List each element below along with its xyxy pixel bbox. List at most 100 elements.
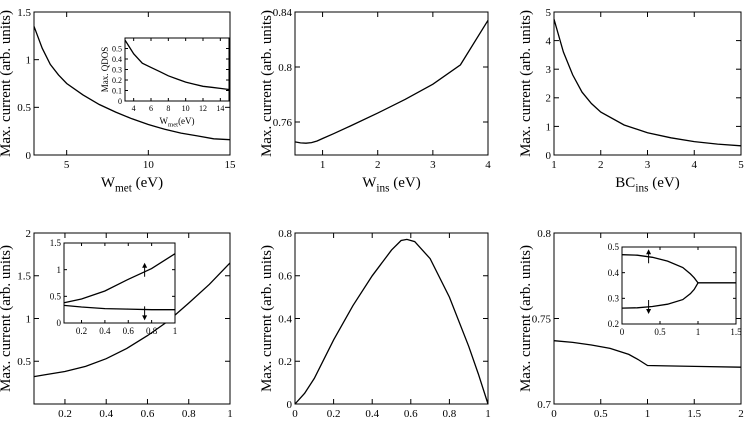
p4-xtick-label: 1 bbox=[227, 408, 233, 420]
p1-ylabel: Max. current (arb. units) bbox=[0, 10, 14, 157]
p3-ylabel: Max. current (arb. units) bbox=[518, 10, 534, 157]
inset-p6: 0 0.5 1 1.5 0.2 0.3 0.4 0.5 bbox=[608, 242, 742, 337]
p6-inset-bg bbox=[622, 247, 736, 324]
p3-xtick-label: 5 bbox=[738, 159, 744, 171]
p4-ytick-label: 1.5 bbox=[17, 271, 31, 283]
p6-ytick-label: 0.8 bbox=[537, 228, 551, 240]
p6-inset-ytick-label: 0.3 bbox=[608, 293, 620, 303]
p6-inset-series-spin-down bbox=[621, 282, 736, 309]
p5-ytick-label: 0.6 bbox=[278, 271, 292, 283]
p1-xtick-label: 10 bbox=[143, 159, 155, 171]
p3-xtick-label: 3 bbox=[645, 159, 651, 171]
p3-xlabel: BCins (eV) bbox=[615, 175, 679, 195]
p4-inset-arrow-down bbox=[142, 306, 148, 321]
p6-xtick-label: 1.5 bbox=[687, 408, 701, 420]
p3-xtick-label: 4 bbox=[692, 159, 698, 171]
p6-inset-series-spin-up bbox=[621, 254, 736, 284]
p4-inset-xtick-label: 0.6 bbox=[123, 326, 135, 336]
p4-ytick-label: 1 bbox=[26, 313, 32, 325]
p3-series-main bbox=[553, 19, 742, 147]
p5-ytick-label: 0.2 bbox=[278, 356, 292, 368]
p1-ytick-label: 1 bbox=[26, 55, 32, 67]
p4-inset-ytick-label: 1.5 bbox=[50, 238, 62, 248]
p1-series-main bbox=[33, 26, 231, 141]
p2-xtick-label: 1 bbox=[320, 159, 326, 171]
p5-ytick-label: 0.8 bbox=[278, 228, 292, 240]
p1-inset-bg bbox=[125, 38, 229, 101]
p6-series-main bbox=[553, 340, 742, 368]
p5-ylabel: Max. current (arb. units) bbox=[259, 245, 275, 392]
p2-xtick-label: 4 bbox=[485, 159, 491, 171]
p6-inset-xtick-label: 0 bbox=[620, 327, 625, 337]
p4-ytick-label: 0.5 bbox=[17, 356, 31, 368]
p2-frame bbox=[294, 11, 489, 156]
p1-inset-xtick-label: 6 bbox=[149, 104, 153, 113]
p1-inset-xlabel: Wmet(eV) bbox=[159, 116, 194, 129]
p5-ytick-label: 0.4 bbox=[278, 313, 292, 325]
p1-inset-ytick-label: 0.3 bbox=[112, 65, 122, 74]
chart-p1: 5 10 15 0 0.5 1 1.5 Wmet (eV) Max. current (arb.… bbox=[0, 7, 236, 195]
p4-ytick-label: 2 bbox=[26, 228, 32, 240]
p1-inset-ytick-label: 0.5 bbox=[112, 44, 122, 53]
p5-series-main bbox=[294, 238, 489, 405]
p5-xtick-label: 1 bbox=[485, 408, 491, 420]
chart-p4: 0.20.40.60.810.511.52J (eV)Max. current … bbox=[0, 228, 233, 425]
p1-xlabel: Wmet (eV) bbox=[101, 175, 163, 195]
chart-p6: 00.511.520.70.750.8T/TCMax. current (arb… bbox=[518, 228, 744, 425]
p4-inset-xtick-label: 0.8 bbox=[146, 326, 158, 336]
p2-xtick-label: 2 bbox=[375, 159, 381, 171]
p4-inset-series-spin-down bbox=[63, 304, 175, 311]
p4-xtick-label: 0.2 bbox=[58, 408, 72, 420]
p5-xtick-label: 0.8 bbox=[443, 408, 457, 420]
p2-series-main bbox=[294, 19, 489, 144]
p2-ytick-label: 0.84 bbox=[273, 7, 293, 19]
p1-inset-series-qdos bbox=[124, 39, 230, 91]
p1-frame bbox=[33, 11, 231, 156]
p4-inset-frame bbox=[63, 242, 176, 324]
p1-ytick-label: 0.5 bbox=[17, 102, 31, 114]
p6-xtick-label: 0 bbox=[551, 408, 557, 420]
p6-ylabel: Max. current (arb. units) bbox=[518, 245, 534, 392]
p1-inset-xtick-label: 4 bbox=[132, 104, 136, 113]
p5-frame bbox=[294, 232, 489, 405]
p2-ylabel: Max. current (arb. units) bbox=[259, 10, 275, 157]
p4-inset-ytick-label: 1 bbox=[57, 265, 62, 275]
p5-ytick-label: 0 bbox=[287, 399, 293, 411]
p5-xtick-label: 0.2 bbox=[327, 408, 341, 420]
p2-ytick-label: 0.76 bbox=[273, 117, 293, 129]
p1-inset-ytick-label: 0.2 bbox=[112, 76, 122, 85]
p4-inset-series-spin-up bbox=[63, 253, 176, 304]
p3-xtick-label: 1 bbox=[551, 159, 557, 171]
p4-ylabel: Max. current (arb. units) bbox=[0, 245, 14, 392]
p1-ytick-label: 1.5 bbox=[17, 7, 31, 19]
p4-inset-ytick-label: 0.5 bbox=[50, 291, 62, 301]
p6-inset-arrow-up bbox=[646, 249, 652, 264]
p4-xtick-label: 0.4 bbox=[99, 408, 113, 420]
p6-inset-arrow-down bbox=[646, 300, 652, 315]
p1-inset-xtick-label: 8 bbox=[166, 104, 170, 113]
p3-ytick-label: 2 bbox=[546, 93, 552, 105]
p1-inset-xtick-label: 14 bbox=[216, 104, 224, 113]
p4-series-main bbox=[33, 262, 231, 378]
p1-inset-ytick-label: 0.1 bbox=[112, 86, 122, 95]
p3-xtick-label: 2 bbox=[598, 159, 604, 171]
p6-xtick-label: 0.5 bbox=[594, 408, 608, 420]
p4-inset-arrow-up bbox=[142, 262, 148, 277]
p6-inset-ytick-label: 0.5 bbox=[608, 242, 620, 252]
inset-p1: 4 6 8 10 12 14 0 0.10.2 0.30.4 0.5 Wmet(eV) Max. QD… bbox=[100, 37, 230, 129]
p6-inset-ytick-label: 0.2 bbox=[608, 319, 619, 329]
p2-xlabel: Wins (eV) bbox=[362, 175, 421, 195]
p6-xtick-label: 2 bbox=[738, 408, 744, 420]
p1-inset-ylabel: Max. QDOS bbox=[100, 47, 110, 93]
p6-xtick-label: 1 bbox=[645, 408, 651, 420]
p1-inset-xtick-label: 12 bbox=[199, 104, 207, 113]
p1-inset-ytick-label: 0.4 bbox=[112, 55, 122, 64]
p3-ytick-label: 3 bbox=[546, 64, 552, 76]
p4-inset-ytick-label: 0 bbox=[57, 318, 62, 328]
p6-inset-frame bbox=[621, 246, 737, 325]
p5-xtick-label: 0.6 bbox=[404, 408, 418, 420]
p1-ytick-label: 0 bbox=[26, 150, 32, 162]
